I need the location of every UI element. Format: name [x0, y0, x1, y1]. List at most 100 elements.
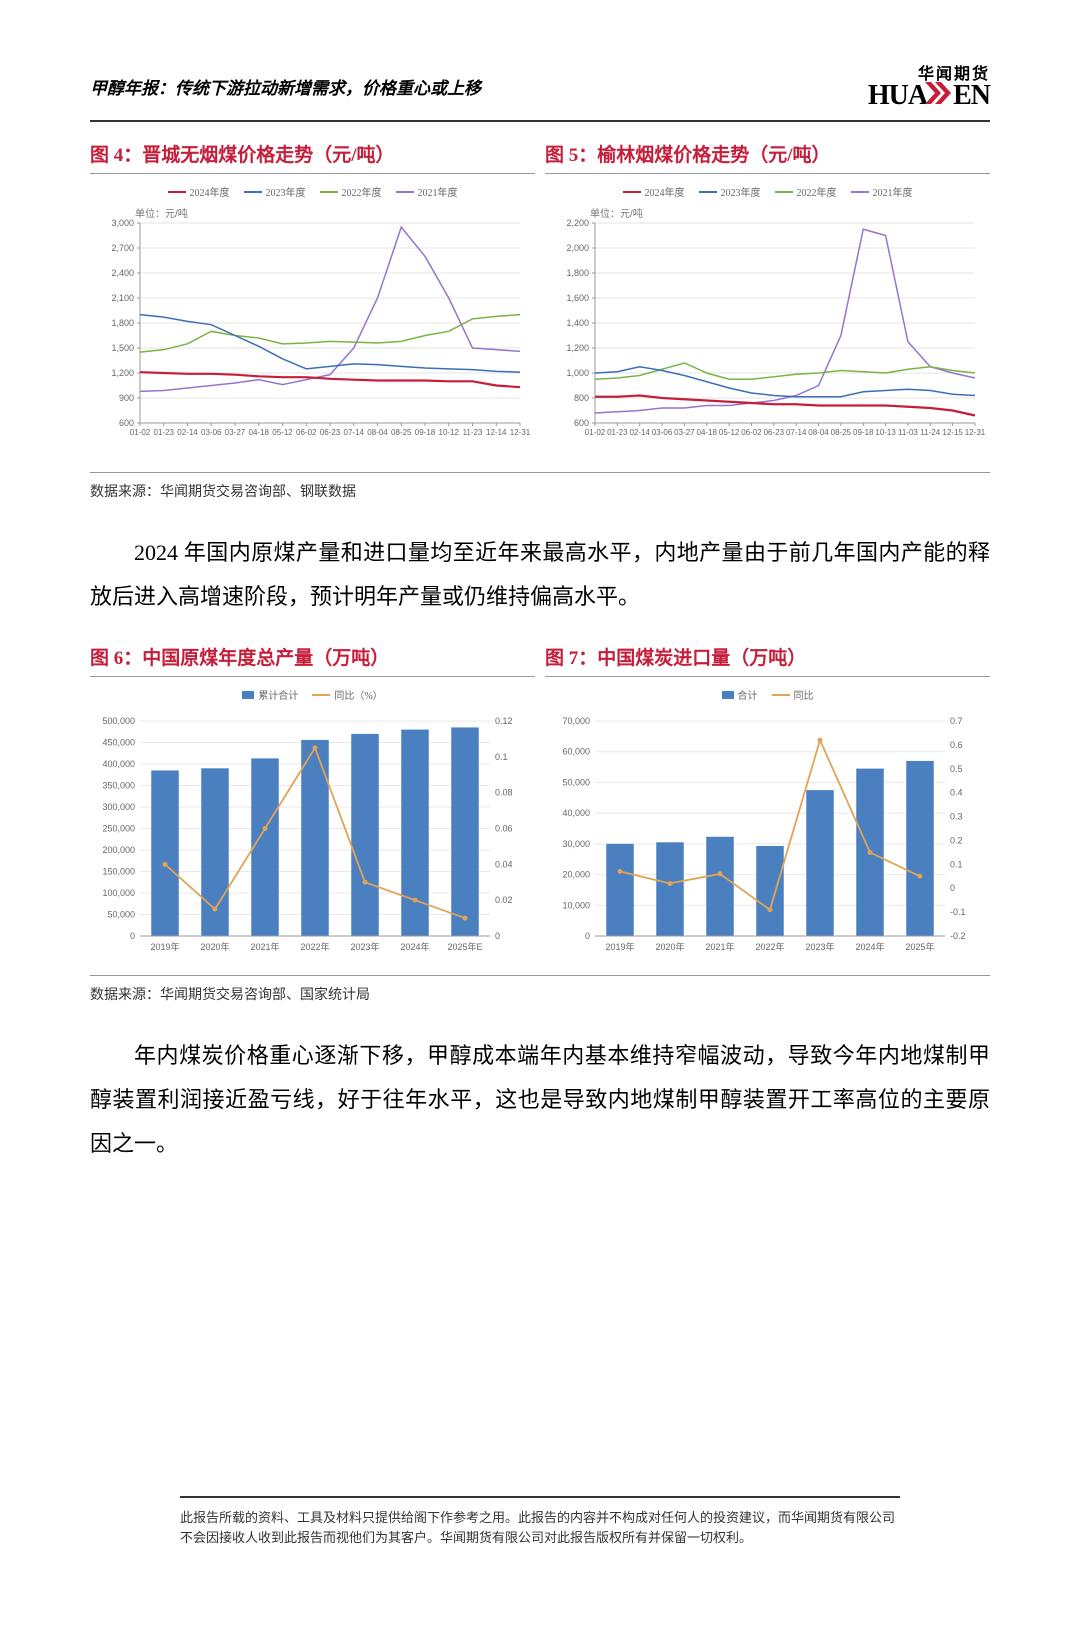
- svg-text:12-15: 12-15: [942, 428, 963, 437]
- fig-6-7-titles: 图 6：中国原煤年度总产量（万吨） 图 7：中国煤炭进口量（万吨）: [90, 643, 990, 677]
- svg-text:0.3: 0.3: [950, 812, 963, 822]
- source-2: 数据来源：华闻期货交易咨询部、国家统计局: [90, 975, 990, 1004]
- svg-text:06-02: 06-02: [741, 428, 762, 437]
- svg-text:800: 800: [574, 393, 589, 403]
- svg-text:0.06: 0.06: [495, 824, 513, 834]
- svg-text:40,000: 40,000: [562, 808, 590, 818]
- svg-text:01-23: 01-23: [607, 428, 628, 437]
- svg-text:450,000: 450,000: [102, 738, 135, 748]
- source-1: 数据来源：华闻期货交易咨询部、钢联数据: [90, 472, 990, 501]
- fig7-legend: 合计同比: [545, 683, 990, 706]
- logo-en-text: HUA EN: [868, 80, 990, 112]
- fig6-chart: 累计合计同比（%） 0 50,000 100,000 150,000 200,000 25…: [90, 683, 535, 971]
- svg-text:02-14: 02-14: [177, 428, 198, 437]
- svg-text:200,000: 200,000: [102, 845, 135, 855]
- svg-text:05-12: 05-12: [719, 428, 740, 437]
- fig7-title: 图 7：中国煤炭进口量（万吨）: [545, 643, 990, 677]
- svg-text:03-27: 03-27: [225, 428, 246, 437]
- fig6-legend: 累计合计同比（%）: [90, 683, 535, 706]
- svg-text:1,200: 1,200: [111, 368, 134, 378]
- fig7-chart: 合计同比 010,00020,00030,00040,00050,00060,0…: [545, 683, 990, 971]
- svg-text:02-14: 02-14: [629, 428, 650, 437]
- fig5-title: 图 5：榆林烟煤价格走势（元/吨）: [545, 140, 990, 174]
- paragraph-2: 年内煤炭价格重心逐渐下移，甲醇成本端年内基本维持窄幅波动，导致今年内地煤制甲醇装…: [90, 1034, 990, 1166]
- svg-text:08-04: 08-04: [808, 428, 829, 437]
- report-title: 甲醇年报：传统下游拉动新增需求，价格重心或上移: [90, 74, 481, 99]
- page-header: 甲醇年报：传统下游拉动新增需求，价格重心或上移 华闻期货 HUA EN: [90, 60, 990, 122]
- svg-text:100,000: 100,000: [102, 888, 135, 898]
- svg-text:2,400: 2,400: [111, 268, 134, 278]
- svg-text:2,000: 2,000: [566, 243, 589, 253]
- svg-text:1,600: 1,600: [566, 293, 589, 303]
- svg-text:60,000: 60,000: [562, 747, 590, 757]
- svg-text:0.1: 0.1: [495, 752, 508, 762]
- svg-text:03-27: 03-27: [674, 428, 695, 437]
- svg-text:0: 0: [130, 931, 135, 941]
- fig5-chart: 2024年度2023年度2022年度2021年度 单位：元/吨6008001,0…: [545, 180, 990, 468]
- svg-text:12-31: 12-31: [510, 428, 530, 437]
- svg-text:11-03: 11-03: [898, 428, 918, 437]
- svg-text:06-23: 06-23: [320, 428, 341, 437]
- svg-text:600: 600: [119, 418, 134, 428]
- svg-text:0.12: 0.12: [495, 716, 513, 726]
- svg-text:2,700: 2,700: [111, 243, 134, 253]
- svg-text:0.2: 0.2: [950, 835, 963, 845]
- svg-text:0.5: 0.5: [950, 764, 963, 774]
- svg-text:10-12: 10-12: [439, 428, 460, 437]
- svg-text:2024年: 2024年: [855, 941, 884, 952]
- svg-text:09-18: 09-18: [415, 428, 436, 437]
- svg-text:-0.1: -0.1: [950, 907, 966, 917]
- svg-text:400,000: 400,000: [102, 759, 135, 769]
- svg-text:2021年: 2021年: [705, 941, 734, 952]
- svg-text:150,000: 150,000: [102, 867, 135, 877]
- svg-text:单位：元/吨: 单位：元/吨: [135, 207, 188, 220]
- svg-text:0: 0: [495, 931, 500, 941]
- fig6-title: 图 6：中国原煤年度总产量（万吨）: [90, 643, 535, 677]
- svg-text:900: 900: [119, 393, 134, 403]
- fig5-svg: 单位：元/吨6008001,0001,2001,4001,6001,8002,0…: [545, 203, 985, 463]
- svg-text:20,000: 20,000: [562, 870, 590, 880]
- svg-text:2023年: 2023年: [350, 941, 379, 952]
- svg-text:2025年E: 2025年E: [447, 941, 482, 952]
- svg-text:0.1: 0.1: [950, 859, 963, 869]
- svg-text:03-06: 03-06: [201, 428, 222, 437]
- svg-text:单位：元/吨: 单位：元/吨: [590, 207, 643, 220]
- charts-row-2: 累计合计同比（%） 0 50,000 100,000 150,000 200,000 25…: [90, 683, 990, 971]
- svg-text:500,000: 500,000: [102, 716, 135, 726]
- svg-text:300,000: 300,000: [102, 802, 135, 812]
- svg-text:600: 600: [574, 418, 589, 428]
- svg-text:0: 0: [950, 883, 955, 893]
- svg-text:250,000: 250,000: [102, 824, 135, 834]
- svg-text:2,100: 2,100: [111, 293, 134, 303]
- svg-text:06-02: 06-02: [296, 428, 317, 437]
- svg-text:2022年: 2022年: [755, 941, 784, 952]
- svg-text:50,000: 50,000: [107, 910, 135, 920]
- charts-row-1: 2024年度2023年度2022年度2021年度 单位：元/吨 600 900 1,2…: [90, 180, 990, 468]
- huawen-logo: 华闻期货 HUA EN: [868, 60, 990, 112]
- svg-text:07-14: 07-14: [344, 428, 365, 437]
- svg-text:04-18: 04-18: [697, 428, 718, 437]
- svg-text:04-18: 04-18: [249, 428, 270, 437]
- svg-text:3,000: 3,000: [111, 218, 134, 228]
- svg-text:03-06: 03-06: [652, 428, 673, 437]
- svg-text:-0.2: -0.2: [950, 931, 966, 941]
- svg-text:30,000: 30,000: [562, 839, 590, 849]
- svg-text:01-02: 01-02: [130, 428, 151, 437]
- svg-text:1,400: 1,400: [566, 318, 589, 328]
- svg-text:0: 0: [585, 931, 590, 941]
- svg-text:0.4: 0.4: [950, 788, 963, 798]
- svg-text:1,000: 1,000: [566, 368, 589, 378]
- svg-text:350,000: 350,000: [102, 781, 135, 791]
- svg-text:1,500: 1,500: [111, 343, 134, 353]
- svg-text:2019年: 2019年: [150, 941, 179, 952]
- svg-text:1,800: 1,800: [566, 268, 589, 278]
- disclaimer-footer: 此报告所载的资料、工具及材料只提供给阁下作参考之用。此报告的内容并不构成对任何人…: [180, 1496, 900, 1547]
- fig6-svg: 0 50,000 100,000 150,000 200,000 250,000 300,0…: [90, 706, 530, 966]
- fig4-svg: 单位：元/吨6009001,2001,5001,8002,1002,4002,7…: [90, 203, 530, 463]
- svg-text:08-04: 08-04: [367, 428, 388, 437]
- svg-text:11-24: 11-24: [920, 428, 940, 437]
- svg-text:12-14: 12-14: [486, 428, 507, 437]
- fig4-legend: 2024年度2023年度2022年度2021年度: [90, 180, 535, 203]
- svg-text:08-25: 08-25: [391, 428, 412, 437]
- fig7-svg: 010,00020,00030,00040,00050,00060,00070,…: [545, 706, 985, 966]
